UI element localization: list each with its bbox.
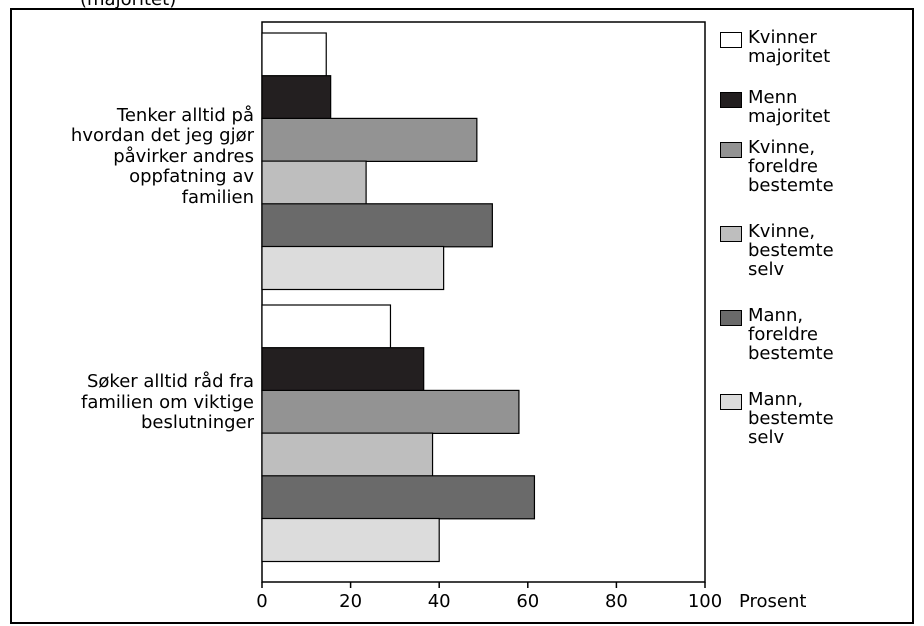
category-label: Søker alltid råd fra familien om viktige… [80,371,254,434]
x-tick-label: 80 [605,591,628,612]
bar-2-series-1 [261,304,392,349]
legend-label: Kvinne, foreldre bestemte [748,137,834,196]
bar-1-series-3 [261,117,478,163]
x-tick-label: 100 [688,591,722,612]
legend-swatch [720,226,742,242]
chart-frame: 0 20 40 60 80 100 Prosent [10,8,914,624]
legend-swatch [720,92,742,108]
x-tick-label: 20 [339,591,362,612]
bar-1-series-2 [261,75,332,120]
chart-plot: 0 20 40 60 80 100 Prosent [256,21,806,612]
legend-label: Kvinner majoritet [748,27,831,67]
legend-label: Kvinne, bestemte selv [748,221,834,280]
plot-area-border [261,21,706,583]
bar-2-series-2 [261,347,425,392]
legend-item: Kvinner majoritet [720,28,830,66]
bar-2-series-5 [261,475,536,520]
x-tick-label: 60 [516,591,539,612]
legend-swatch [720,32,742,48]
legend-item: Kvinne, bestemte selv [720,222,834,279]
bar-1-series-5 [261,203,493,248]
bar-2-series-6 [261,517,440,563]
x-tick-label: 40 [428,591,451,612]
legend-label: Menn majoritet [748,87,831,127]
bar-2-series-4 [261,432,434,477]
x-axis-label: Prosent [739,591,806,612]
bar-2-series-3 [261,389,520,434]
legend-item: Mann, bestemte selv [720,390,834,447]
legend-swatch [720,394,742,410]
title-fragment: (majoritet) [80,0,176,9]
bar-1-series-1 [261,32,327,77]
bar-1-series-4 [261,160,367,205]
legend-swatch [720,142,742,158]
legend-item: Mann, foreldre bestemte [720,306,834,363]
x-tick-label: 0 [256,591,267,612]
category-label: Tenker alltid på hvordan det jeg gjør på… [70,104,254,208]
legend-label: Mann, foreldre bestemte [748,305,834,364]
legend-item: Menn majoritet [720,88,830,126]
legend-swatch [720,310,742,326]
legend-label: Mann, bestemte selv [748,389,834,448]
legend-item: Kvinne, foreldre bestemte [720,138,834,195]
bar-1-series-6 [261,245,445,291]
